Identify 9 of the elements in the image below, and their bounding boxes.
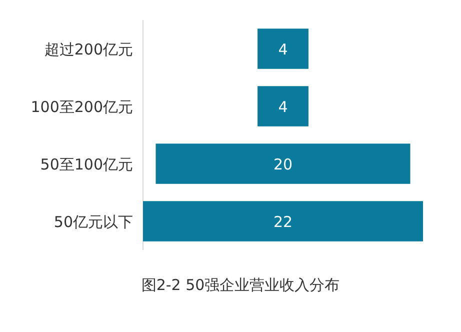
text: 图2-2 50强企业营业收入分布 [141, 276, 340, 294]
data-label: 4 [278, 40, 288, 58]
category-label: 50至100亿元 [40, 155, 133, 174]
data-label: 4 [278, 98, 288, 116]
data-label: 20 [273, 155, 293, 174]
category-label: 超过200亿元 [44, 40, 133, 58]
data-label: 22 [273, 212, 293, 231]
category-label: 100至200亿元 [30, 98, 133, 116]
category-label: 50亿元以下 [54, 212, 133, 231]
